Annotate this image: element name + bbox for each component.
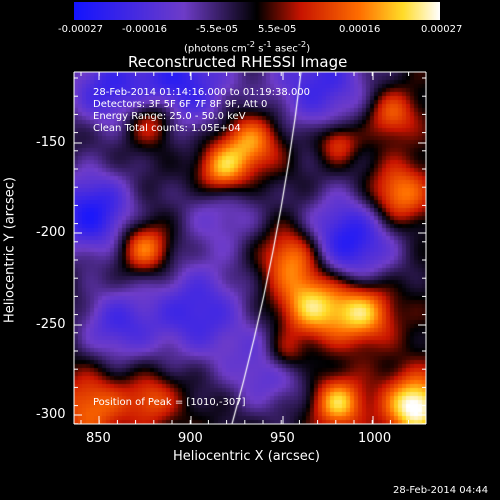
colorbar-tick-label: -0.00027: [58, 24, 103, 35]
x-axis-label: Heliocentric X (arcsec): [173, 449, 320, 464]
annotation-energy-range: Energy Range: 25.0 - 50.0 keV: [93, 111, 246, 122]
annotation-clean-counts: Clean Total counts: 1.05E+04: [93, 123, 241, 134]
colorbar-tick-label: -0.00016: [122, 24, 167, 35]
annotation-time-range: 28-Feb-2014 01:14:16.000 to 01:19:38.000: [93, 87, 311, 98]
x-tick-label: 900: [178, 431, 203, 446]
x-tick-label: 1000: [358, 431, 392, 446]
colorbar-tick-label: 5.5e-05: [258, 24, 297, 35]
colorbar-tick-label: 0.00027: [421, 24, 463, 35]
x-tick-label: 950: [270, 431, 295, 446]
y-tick-label: -200: [36, 225, 66, 240]
colorbar-tick-label: -5.5e-05: [196, 24, 238, 35]
plot-title: Reconstructed RHESSI Image: [128, 53, 348, 71]
annotation-detectors: Detectors: 3F 5F 6F 7F 8F 9F, Att 0: [93, 99, 268, 110]
colorbar-tick-label: 0.00016: [339, 24, 381, 35]
y-axis-label: Heliocentric Y (arcsec): [2, 177, 18, 323]
y-tick-label: -150: [36, 135, 66, 150]
footer-timestamp: 28-Feb-2014 04:44: [393, 485, 489, 496]
annotation-peak-position: Position of Peak = [1010,-307]: [93, 397, 246, 408]
colorbar-units: (photons cm-2 s-1 asec-2): [184, 39, 311, 55]
rhessi-image: [74, 72, 426, 424]
y-tick-label: -300: [36, 407, 66, 422]
x-tick-label: 850: [86, 431, 111, 446]
colorbar-gradient: [74, 2, 440, 20]
y-tick-label: -250: [36, 317, 66, 332]
